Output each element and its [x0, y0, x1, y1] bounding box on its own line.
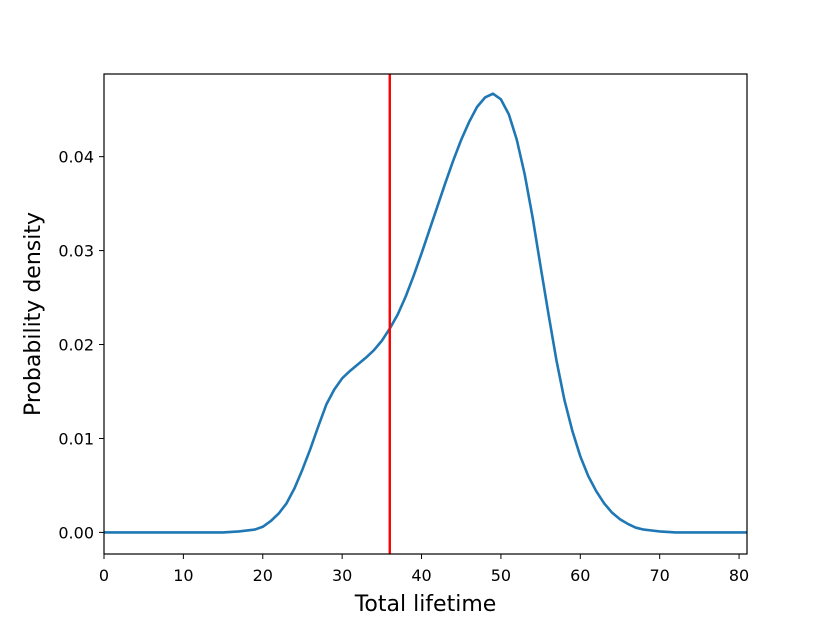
x-tick-label: 50 [491, 566, 511, 585]
x-tick-label: 70 [649, 566, 669, 585]
y-axis-ticks: 0.00 0.01 0.02 0.03 0.04 [58, 148, 104, 542]
x-tick-label: 40 [411, 566, 431, 585]
y-tick-label: 0.01 [58, 429, 94, 448]
x-tick-label: 60 [570, 566, 590, 585]
x-tick-label: 80 [729, 566, 749, 585]
axes-frame [103, 73, 748, 555]
series-group [104, 74, 747, 554]
y-axis-label: Probability density [21, 212, 46, 416]
x-tick-label: 20 [253, 566, 273, 585]
x-tick-label: 0 [99, 566, 109, 585]
x-axis-label: Total lifetime [354, 592, 497, 617]
x-axis-ticks: 0 10 20 30 40 50 60 70 80 [99, 554, 749, 585]
density-curve-line [104, 92, 747, 534]
y-tick-label: 0.02 [58, 336, 94, 355]
x-tick-label: 30 [332, 566, 352, 585]
y-tick-label: 0.03 [58, 242, 94, 261]
y-tick-label: 0.04 [58, 148, 94, 167]
y-tick-label: 0.00 [58, 523, 94, 542]
plot-area [104, 74, 747, 554]
x-tick-label: 10 [173, 566, 193, 585]
